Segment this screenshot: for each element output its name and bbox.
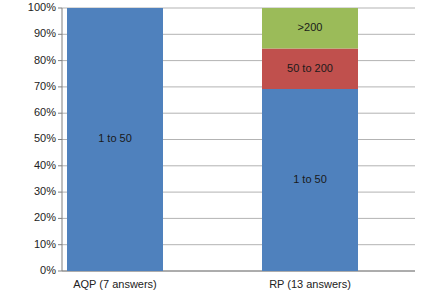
tick-label: 20% [34,211,56,223]
tick-label: 0% [40,264,56,276]
tick-label: 60% [34,106,56,118]
bar-segment [67,8,163,9]
grid [58,8,415,271]
tick-mark [58,8,62,9]
tick-mark [58,113,62,114]
tick-label: 30% [34,185,56,197]
tick-label: 80% [34,54,56,66]
tick-label: 100% [28,1,56,13]
segment-label: 50 to 200 [287,62,333,74]
tick-mark [58,271,62,272]
tick-label: 40% [34,159,56,171]
tick-label: 90% [34,27,56,39]
y-axis-line [62,8,63,271]
bars [67,8,358,271]
segment-label: 1 to 50 [98,132,132,144]
tick-mark [58,244,62,245]
tick-mark [58,86,62,87]
bar-segment [262,89,358,271]
segment-label: 1 to 50 [293,173,327,185]
tick-label: 10% [34,238,56,250]
tick-mark [58,192,62,193]
bar-segment [67,8,163,271]
tick-mark [58,218,62,219]
bar-segment [262,49,358,90]
tick-label: 50% [34,132,56,144]
bar-segment [67,8,163,9]
segment-labels: 1 to 50 1 to 50 50 to 200 >200 [98,21,333,185]
category-label: RP (13 answers) [269,278,351,290]
category-label: AQP (7 answers) [73,278,157,290]
tick-mark [58,165,62,166]
segment-label: >200 [298,21,323,33]
bar-segment [262,8,358,49]
tick-mark [58,34,62,35]
tick-mark [58,60,62,61]
chart: 0% 10% 20% 30% 40% 50% 60% 70% 80% 90% 100% 1 to 50… [0,0,423,295]
tick-mark [58,139,62,140]
tick-label: 70% [34,80,56,92]
